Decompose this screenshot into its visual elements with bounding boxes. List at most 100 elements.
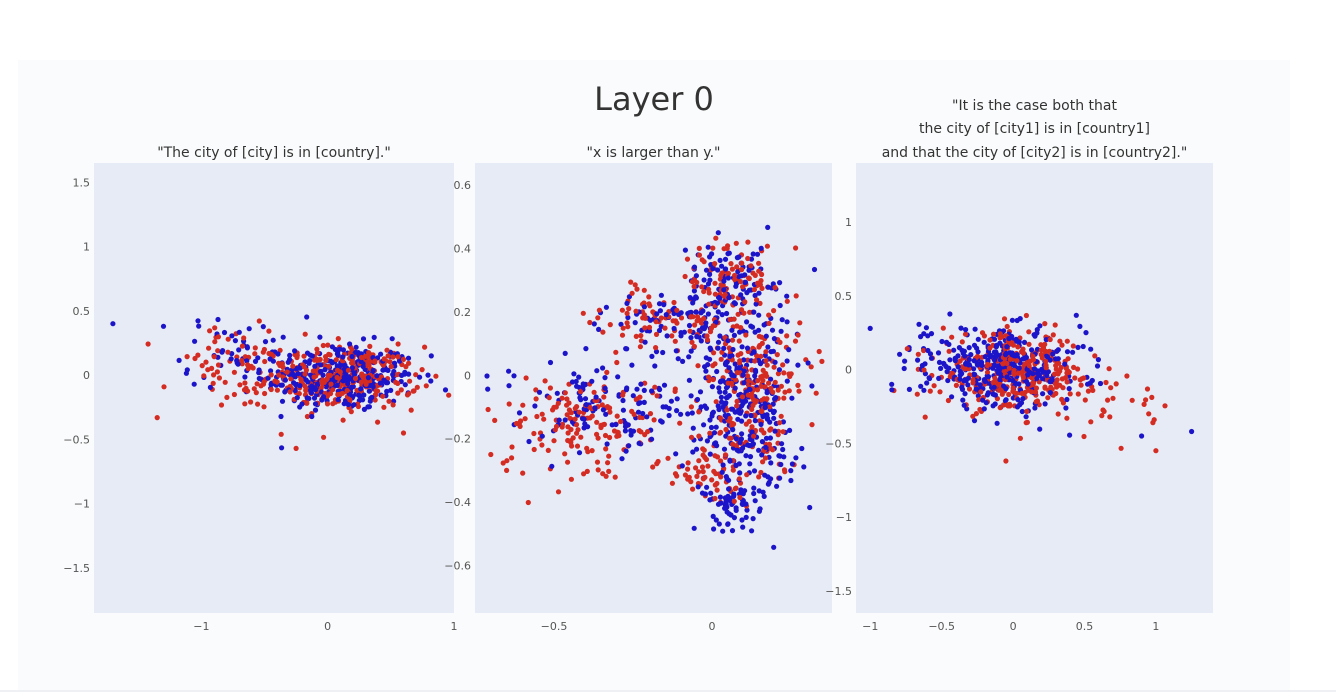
scatter-point-red [1013,390,1019,396]
scatter-point-blue [589,378,595,384]
scatter-point-red [748,263,754,269]
scatter-point-red [720,282,726,288]
scatter-point-blue [308,390,314,396]
scatter-point-red [359,372,365,378]
scatter-point-blue [360,397,366,403]
scatter-point-blue [736,254,742,260]
scatter-point-blue [719,469,725,475]
scatter-point-blue [776,367,783,373]
scatter-point-red [732,276,738,282]
scatter-point-blue [740,445,746,451]
scatter-point-blue [1013,380,1019,386]
scatter-point-red [562,390,568,396]
scatter-point-blue [749,324,756,330]
scatter-point-blue [381,377,387,383]
scatter-point-blue [771,336,778,342]
scatter-point-blue [600,365,606,371]
scatter-point-red [710,376,716,383]
scatter-point-red [678,315,685,321]
scatter-point-blue [936,375,942,381]
scatter-point-blue [428,353,434,359]
scatter-point-red [203,359,209,365]
scatter-point-red [775,432,781,438]
y-tick-label: −1 [74,498,90,511]
scatter-point-blue [317,369,324,375]
scatter-point-blue [772,396,778,402]
scatter-point-red [981,333,988,339]
scatter-point-red [423,383,429,389]
scatter-point-blue [385,367,391,373]
scatter-point-blue [746,267,752,273]
scatter-point-blue [749,528,755,534]
scatter-point-red [674,320,680,326]
scatter-point-blue [980,397,986,403]
scatter-point-red [777,339,783,345]
scatter-point-blue [971,418,978,424]
y-tick-label: −0.4 [444,496,471,509]
scatter-point-red [760,459,766,465]
scatter-point-red [1043,358,1049,365]
scatter-point-red [1020,374,1026,381]
scatter-point-red [325,342,331,348]
scatter-point-red [1054,384,1060,390]
scatter-point-red [809,422,815,428]
subplot-title-line: "It is the case both that [952,98,1117,114]
scatter-point-blue [941,361,947,367]
scatter-point-blue [360,336,367,342]
scatter-point-blue [1029,347,1035,353]
scatter-point-blue [680,358,686,364]
scatter-point-red [696,409,702,415]
scatter-point-red [813,390,819,396]
scatter-point-red [605,460,611,466]
scatter-point-blue [901,365,907,372]
scatter-point-red [607,322,613,328]
scatter-point-red [688,404,695,410]
scatter-point-red [333,357,339,363]
scatter-point-blue [722,412,728,419]
scatter-point-blue [992,401,998,407]
scatter-point-blue [747,387,753,393]
scatter-point-blue [740,524,746,530]
scatter-point-blue [694,334,700,340]
scatter-point-blue [734,447,740,453]
scatter-point-blue [727,458,733,464]
scatter-point-blue [615,374,621,380]
scatter-point-red [642,325,648,331]
scatter-point-red [350,359,356,365]
scatter-point-blue [708,424,715,431]
scatter-point-blue [758,245,764,251]
scatter-point-red [915,351,921,357]
scatter-point-red [311,374,317,380]
scatter-point-red [692,322,698,328]
scatter-point-red [734,403,740,409]
scatter-point-red [758,383,764,389]
scatter-point-red [1004,360,1010,367]
scatter-point-red [1060,400,1066,406]
scatter-point-red [739,267,745,273]
scatter-point-red [1113,381,1119,387]
scatter-point-red [1011,371,1017,377]
scatter-point-blue [946,365,952,371]
scatter-point-blue [732,409,738,415]
scatter-point-blue [997,377,1003,383]
scatter-point-red [1129,397,1135,403]
scatter-point-blue [992,392,998,398]
scatter-point-red [553,423,560,430]
scatter-point-red [966,366,972,372]
scatter-point-blue [215,316,221,323]
scatter-point-red [395,390,401,396]
scatter-point-red [1108,385,1114,391]
scatter-point-blue [705,311,712,317]
scatter-point-red [751,397,757,403]
scatter-point-blue [229,333,235,339]
scatter-point-blue [1020,396,1026,402]
scatter-point-blue [370,367,376,373]
x-tick-label: −1 [862,620,878,633]
scatter-point-red [1153,448,1159,454]
scatter-point-red [744,472,750,478]
scatter-point-red [1026,362,1032,369]
scatter-point-red [1003,458,1009,464]
scatter-point-blue [981,406,987,412]
scatter-point-red [633,308,639,314]
